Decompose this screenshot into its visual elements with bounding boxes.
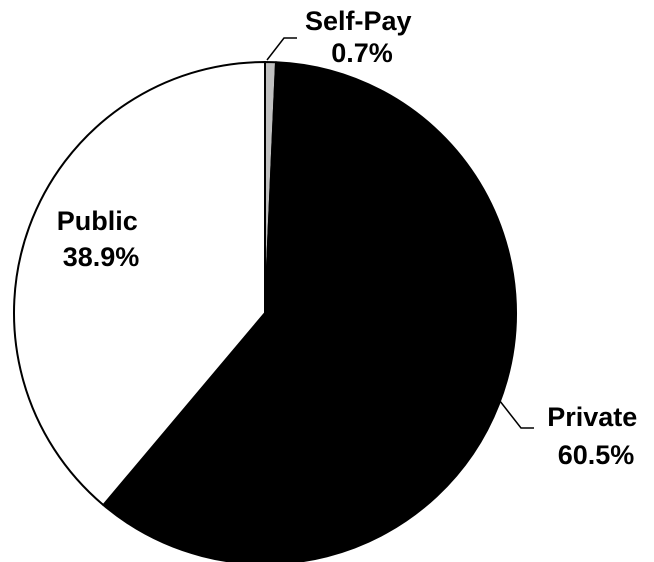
- slice-value-private: 60.5%: [558, 440, 635, 470]
- slice-labels: Self-Pay 0.7% Private 60.5% Public 38.9%: [57, 6, 645, 470]
- slice-value-public: 38.9%: [63, 242, 140, 272]
- leader-lines: [266, 37, 534, 429]
- slice-label-self-pay: Self-Pay 0.7%: [305, 6, 419, 68]
- pie-slices: [13, 60, 517, 562]
- leader-line-self-pay: [266, 37, 297, 61]
- slice-label-public: Public 38.9%: [57, 206, 146, 272]
- slice-name-public: Public: [57, 206, 138, 236]
- slice-value-self-pay: 0.7%: [331, 38, 393, 68]
- leader-line-private: [495, 395, 534, 429]
- slice-label-private: Private 60.5%: [547, 402, 645, 470]
- pie-slice-public: [13, 61, 266, 506]
- slice-name-self-pay: Self-Pay: [305, 6, 412, 36]
- slice-name-private: Private: [547, 402, 637, 432]
